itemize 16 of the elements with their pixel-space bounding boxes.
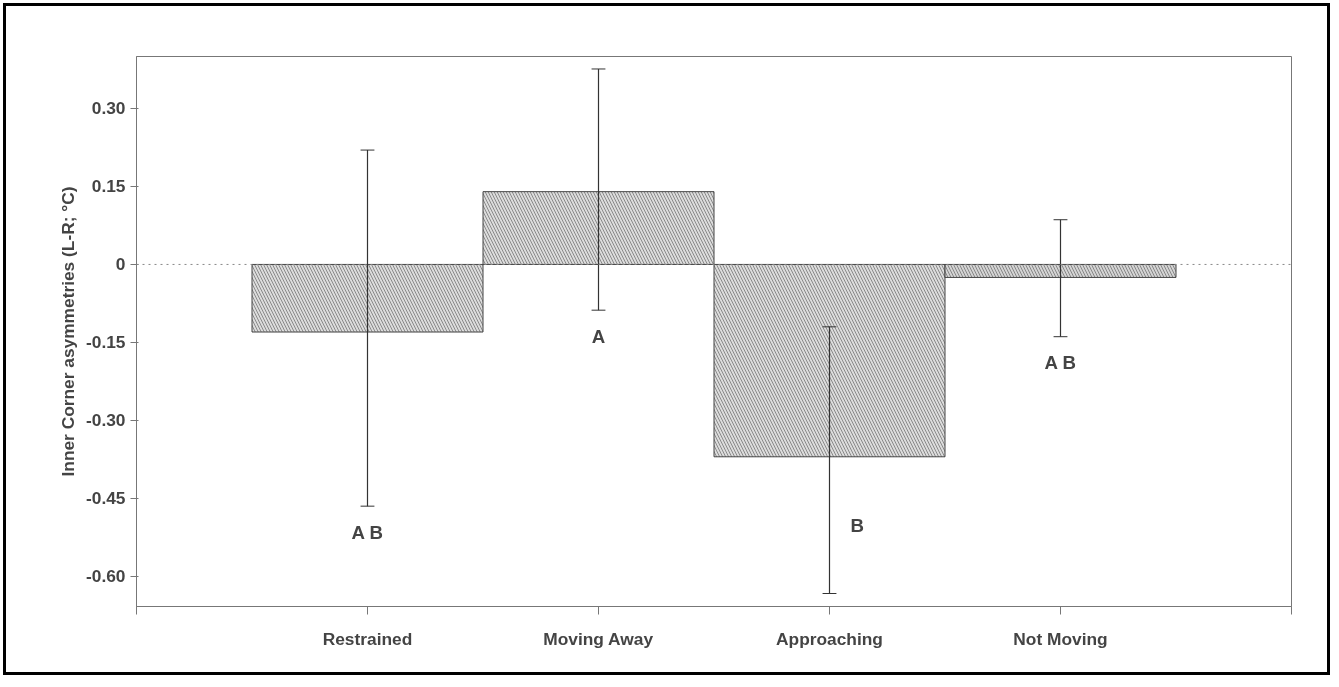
annotation: A B: [351, 521, 383, 543]
x-tick-label: Moving Away: [543, 628, 654, 649]
annotation: B: [850, 514, 864, 536]
y-tick-label: -0.45: [86, 488, 126, 509]
y-tick-label: 0.15: [91, 176, 126, 197]
y-axis-title: Inner Corner asymmetries (L-R; °C): [58, 186, 78, 477]
y-tick-label: -0.15: [86, 332, 126, 353]
x-tick-label: Approaching: [776, 628, 883, 649]
y-tick-label: -0.60: [86, 566, 126, 587]
y-tick-label: -0.30: [86, 410, 126, 431]
x-tick-label: Restrained: [322, 628, 413, 649]
x-tick-label: Not Moving: [1013, 628, 1108, 649]
y-tick-label: 0.30: [91, 98, 126, 119]
annotation: A B: [1044, 352, 1076, 374]
annotation: A: [591, 325, 606, 347]
y-tick-label: 0: [115, 254, 126, 275]
